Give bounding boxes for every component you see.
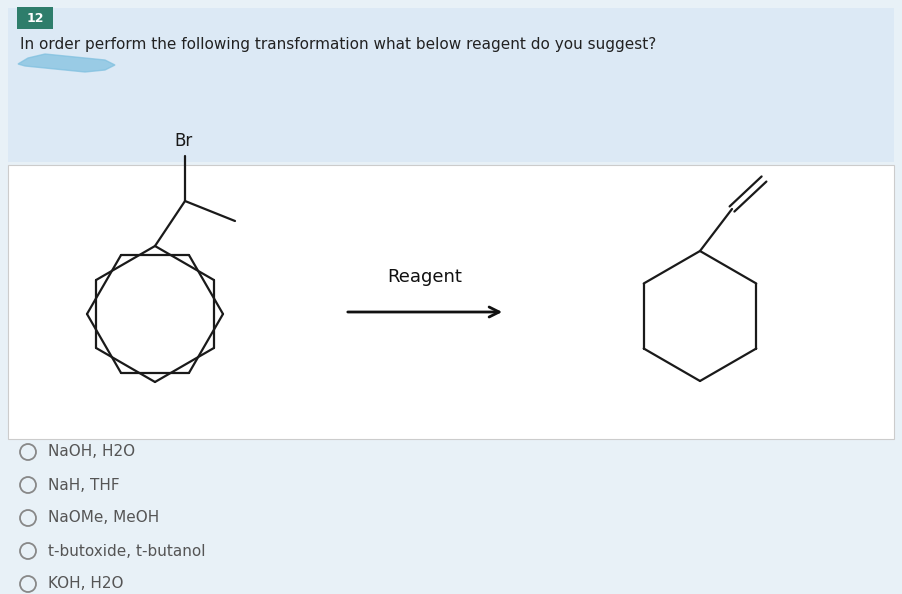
Text: NaOMe, MeOH: NaOMe, MeOH [48,510,160,526]
FancyBboxPatch shape [8,8,894,162]
Text: Br: Br [174,132,192,150]
Text: NaH, THF: NaH, THF [48,478,120,492]
FancyBboxPatch shape [8,165,894,439]
Text: Reagent: Reagent [388,268,463,286]
Text: KOH, H2O: KOH, H2O [48,577,124,592]
Text: NaOH, H2O: NaOH, H2O [48,444,135,460]
Polygon shape [18,54,115,72]
Text: t-butoxide, t-butanol: t-butoxide, t-butanol [48,544,206,558]
Text: 12: 12 [26,11,44,24]
FancyBboxPatch shape [17,7,53,29]
Text: In order perform the following transformation what below reagent do you suggest?: In order perform the following transform… [20,36,657,52]
